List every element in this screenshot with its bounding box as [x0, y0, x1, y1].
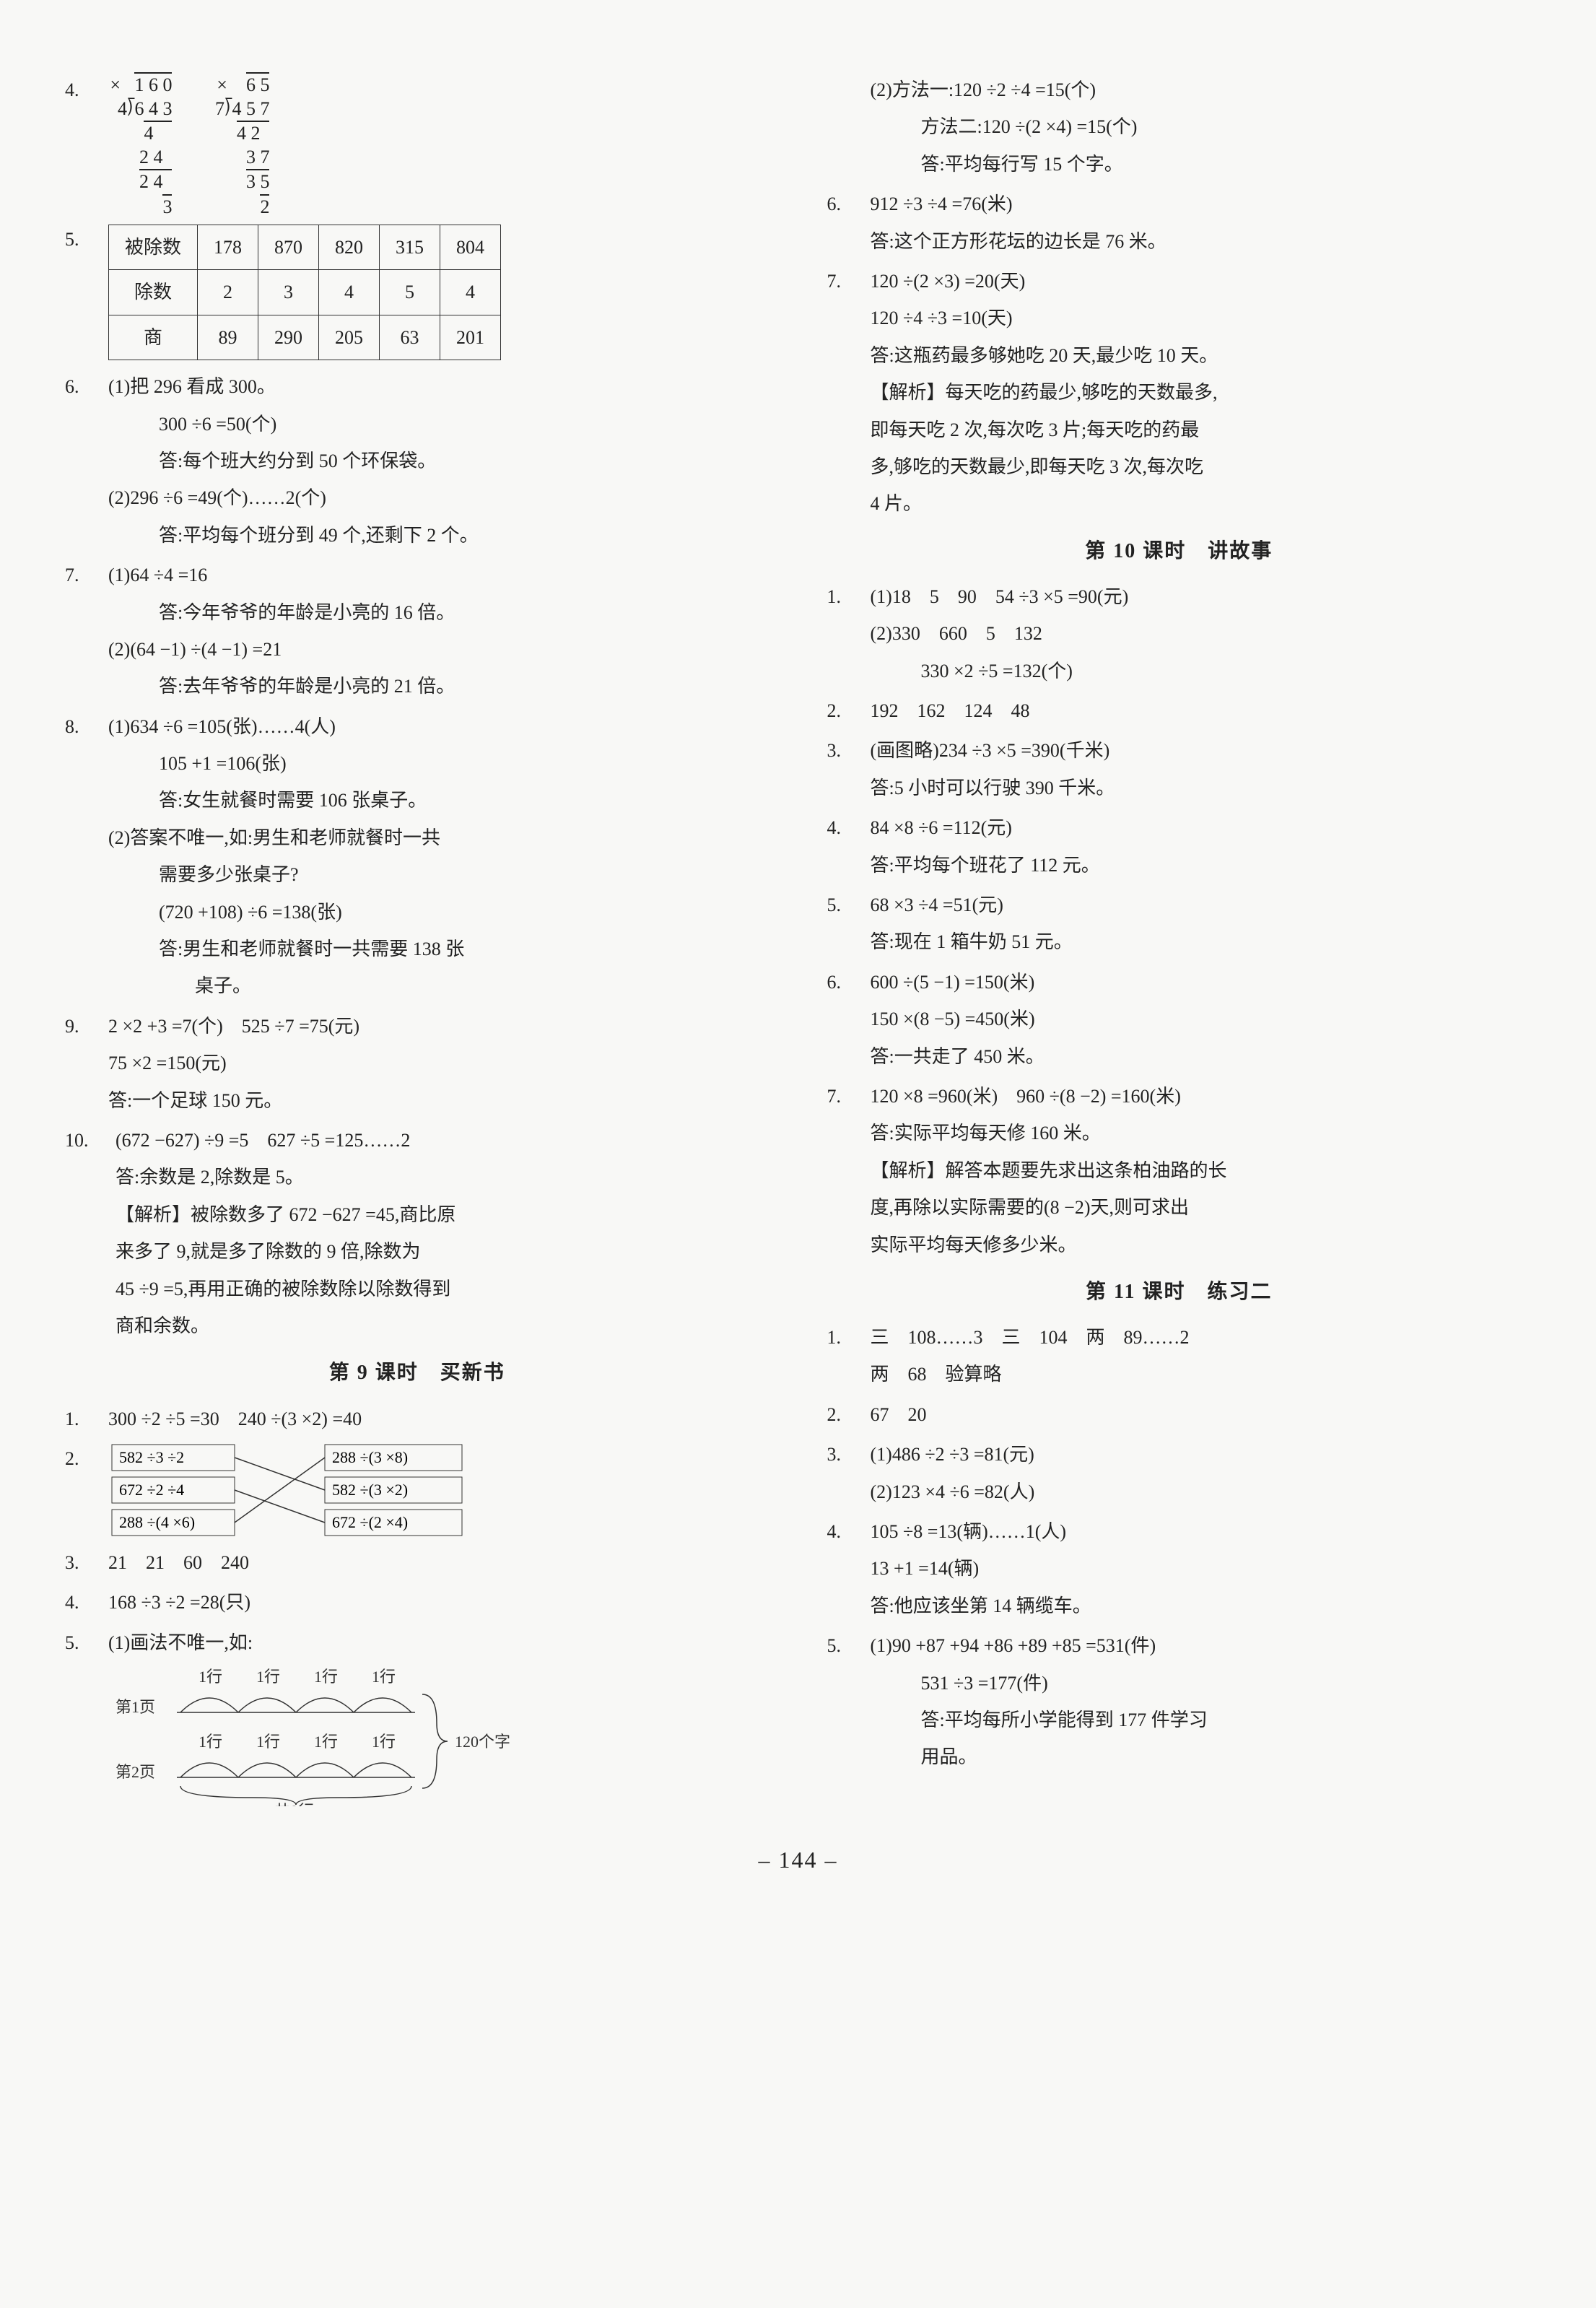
rows-diagram: 第1页 1行 1行 1行 1行 第2页 1行 1行 — [108, 1662, 556, 1806]
svg-text:288 ÷(3 ×8): 288 ÷(3 ×8) — [332, 1448, 408, 1466]
item-7: 7. (1)64 ÷4 =16 答:今年爷爷的年龄是小亮的 16 倍。 (2)(… — [65, 557, 769, 706]
page-number: – 144 – — [65, 1838, 1531, 1882]
q-number: 10. — [65, 1123, 115, 1345]
svg-text:1行: 1行 — [314, 1733, 338, 1751]
svg-text:582 ÷(3 ×2): 582 ÷(3 ×2) — [332, 1481, 408, 1499]
item-9: 9. 2 ×2 +3 =7(个) 525 ÷7 =75(元) 75 ×2 =15… — [65, 1009, 769, 1120]
l9-item-2: 2. 582 ÷3 ÷2 672 ÷2 ÷4 288 ÷(4 ×6) 288 ÷… — [65, 1441, 769, 1542]
l9-item-1: 1. 300 ÷2 ÷5 =30 240 ÷(3 ×2) =40 — [65, 1401, 769, 1438]
q-body: × 1 6 0 4⟌6 4 3 4 2 4 2 4 3 × 6 5 7⟌4 5 … — [108, 72, 769, 219]
l10-item-2: 2. 192 162 124 48 — [827, 693, 1532, 730]
q-number: 4. — [65, 72, 108, 219]
svg-text:1行: 1行 — [372, 1733, 396, 1751]
page: 4. × 1 6 0 4⟌6 4 3 4 2 4 2 4 3 × 6 5 7⟌4… — [65, 72, 1531, 1809]
lesson-9-heading: 第 9 课时 买新书 — [65, 1354, 769, 1392]
q-number: 5. — [65, 222, 108, 366]
q-number: 6. — [65, 369, 108, 554]
table-row: 除数 2 3 4 5 4 — [109, 270, 501, 315]
svg-text:共8行: 共8行 — [274, 1802, 314, 1806]
matching-diagram: 582 ÷3 ÷2 672 ÷2 ÷4 288 ÷(4 ×6) 288 ÷(3 … — [108, 1441, 484, 1542]
table-row: 被除数 178 870 820 315 804 — [109, 225, 501, 270]
l9-item-3: 3. 21 21 60 240 — [65, 1545, 769, 1582]
item-5: 5. 被除数 178 870 820 315 804 除数 2 3 — [65, 222, 769, 366]
l10-item-3: 3. (画图略)234 ÷3 ×5 =390(千米) 答:5 小时可以行驶 39… — [827, 733, 1532, 807]
item-4: 4. × 1 6 0 4⟌6 4 3 4 2 4 2 4 3 × 6 5 7⟌4… — [65, 72, 769, 219]
l11-item-4: 4. 105 ÷8 =13(辆)……1(人) 13 +1 =14(辆) 答:他应… — [827, 1514, 1532, 1625]
lesson-10-heading: 第 10 课时 讲故事 — [827, 532, 1532, 570]
q-number: 9. — [65, 1009, 108, 1120]
l9-item-4: 4. 168 ÷3 ÷2 =28(只) — [65, 1585, 769, 1621]
box-text: 582 ÷3 ÷2 — [119, 1448, 184, 1466]
r-item-6: 6. 912 ÷3 ÷4 =76(米) 答:这个正方形花坛的边长是 76 米。 — [827, 186, 1532, 261]
item-10: 10. (672 −627) ÷9 =5 627 ÷5 =125……2 答:余数… — [65, 1123, 769, 1345]
right-column: (2)方法一:120 ÷2 ÷4 =15(个) 方法二:120 ÷(2 ×4) … — [827, 72, 1532, 1809]
svg-text:288 ÷(4 ×6): 288 ÷(4 ×6) — [119, 1513, 195, 1531]
svg-text:1行: 1行 — [256, 1668, 280, 1686]
l10-item-4: 4. 84 ×8 ÷6 =112(元) 答:平均每个班花了 112 元。 — [827, 810, 1532, 884]
q-body: 被除数 178 870 820 315 804 除数 2 3 4 5 4 — [108, 222, 769, 366]
l11-item-1: 1. 三 108……3 三 104 两 89……2 两 68 验算略 — [827, 1320, 1532, 1394]
l10-item-7: 7. 120 ×8 =960(米) 960 ÷(8 −2) =160(米) 答:… — [827, 1079, 1532, 1264]
division-table: 被除数 178 870 820 315 804 除数 2 3 4 5 4 — [108, 225, 501, 360]
svg-text:1行: 1行 — [314, 1668, 338, 1686]
table-row: 商 89 290 205 63 201 — [109, 315, 501, 360]
svg-text:1行: 1行 — [199, 1733, 222, 1751]
l11-item-3: 3. (1)486 ÷2 ÷3 =81(元) (2)123 ×4 ÷6 =82(… — [827, 1437, 1532, 1511]
svg-text:1行: 1行 — [256, 1733, 280, 1751]
l9-item-5: 5. (1)画法不唯一,如: 第1页 1行 1行 1行 1行 — [65, 1625, 769, 1806]
cont-5-2: (2)方法一:120 ÷2 ÷4 =15(个) 方法二:120 ÷(2 ×4) … — [827, 72, 1532, 183]
long-division-2: × 6 5 7⟌4 5 7 4 2 3 7 3 5 2 — [206, 72, 269, 219]
svg-text:1行: 1行 — [372, 1668, 396, 1686]
l11-item-2: 2. 67 20 — [827, 1397, 1532, 1434]
svg-text:120个字: 120个字 — [455, 1733, 510, 1751]
item-6: 6. (1)把 296 看成 300。 300 ÷6 =50(个) 答:每个班大… — [65, 369, 769, 554]
svg-text:第1页: 第1页 — [115, 1698, 155, 1716]
svg-text:672 ÷2 ÷4: 672 ÷2 ÷4 — [119, 1481, 184, 1499]
q-number: 7. — [65, 557, 108, 706]
svg-text:1行: 1行 — [199, 1668, 222, 1686]
l10-item-1: 1. (1)18 5 90 54 ÷3 ×5 =90(元) (2)330 660… — [827, 579, 1532, 690]
q-number: 8. — [65, 709, 108, 1006]
svg-text:第2页: 第2页 — [115, 1763, 155, 1781]
r-item-7: 7. 120 ÷(2 ×3) =20(天) 120 ÷4 ÷3 =10(天) 答… — [827, 264, 1532, 523]
long-division-1: × 1 6 0 4⟌6 4 3 4 2 4 2 4 3 — [108, 72, 172, 219]
lesson-11-heading: 第 11 课时 练习二 — [827, 1273, 1532, 1311]
item-8: 8. (1)634 ÷6 =105(张)……4(人) 105 +1 =106(张… — [65, 709, 769, 1006]
q-body: (1)把 296 看成 300。 300 ÷6 =50(个) 答:每个班大约分到… — [108, 369, 769, 554]
left-column: 4. × 1 6 0 4⟌6 4 3 4 2 4 2 4 3 × 6 5 7⟌4… — [65, 72, 769, 1809]
l11-item-5: 5. (1)90 +87 +94 +86 +89 +85 =531(件) 531… — [827, 1628, 1532, 1777]
l10-item-6: 6. 600 ÷(5 −1) =150(米) 150 ×(8 −5) =450(… — [827, 964, 1532, 1076]
svg-text:672 ÷(2 ×4): 672 ÷(2 ×4) — [332, 1513, 408, 1531]
l10-item-5: 5. 68 ×3 ÷4 =51(元) 答:现在 1 箱牛奶 51 元。 — [827, 887, 1532, 962]
